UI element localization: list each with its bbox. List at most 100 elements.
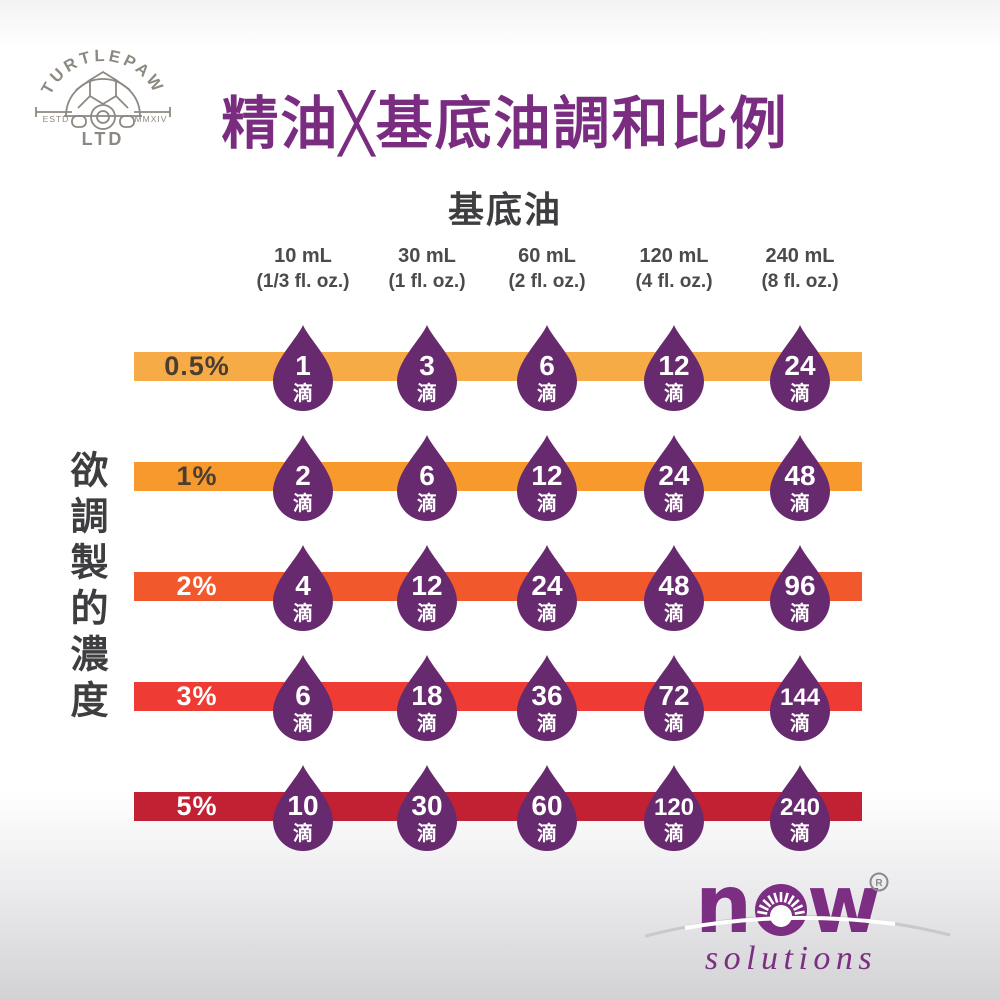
column-volume: 30 mL [398,245,456,267]
drop-icon: 120 滴 [642,763,706,853]
concentration-bar: 3% [134,682,862,711]
concentration-bar: 1% [134,462,862,491]
drop-unit: 滴 [537,711,557,735]
drop-count: 2 [295,460,311,491]
turtle-head-icon [90,104,116,130]
drop-icon: 24 滴 [642,433,706,523]
drop-count: 18 [411,680,442,711]
now-registered-mark: R [869,872,889,892]
drop-icon: 12 滴 [395,543,459,633]
turtlepaw-estd: ESTD [43,114,70,124]
column-header: 60 mL (2 fl. oz.) [508,244,585,294]
drop-icon: 30 滴 [395,763,459,853]
drop-unit: 滴 [293,821,313,845]
drop-unit: 滴 [417,381,437,405]
drop-unit: 滴 [293,381,313,405]
now-sun-icon [755,884,807,936]
drop-count: 12 [658,350,689,381]
drop-unit: 滴 [537,601,557,625]
drop-icon: 144 滴 [768,653,832,743]
drop-count: 96 [784,570,815,601]
drop-count: 24 [531,570,563,601]
now-solutions-text: solutions [705,940,877,977]
drop-count: 48 [784,460,815,491]
drop-icon: 12 滴 [515,433,579,523]
concentration-bar: 2% [134,572,862,601]
drop-unit: 滴 [790,601,810,625]
page-title: 精油╳基底油調和比例 [221,92,789,156]
drop-count: 30 [411,790,442,821]
drop-count: 144 [780,684,821,711]
drop-count: 60 [531,790,562,821]
drop-unit: 滴 [790,381,810,405]
concentration-label: 1% [176,461,218,491]
now-solutions-logo: now R solutions [645,866,951,977]
turtle-leg-icon [119,115,135,128]
drop-unit: 滴 [664,601,684,625]
drop-count: 3 [419,350,435,381]
drop-count: 1 [295,350,311,381]
drop-unit: 滴 [790,711,810,735]
drop-icon: 24 滴 [768,323,832,413]
concentration-label: 5% [176,791,218,821]
drop-unit: 滴 [293,601,313,625]
drop-unit: 滴 [664,821,684,845]
drop-unit: 滴 [417,821,437,845]
drop-unit: 滴 [537,381,557,405]
drop-unit: 滴 [790,821,810,845]
drop-unit: 滴 [664,711,684,735]
drop-unit: 滴 [664,381,684,405]
column-header: 10 mL (1/3 fl. oz.) [257,244,350,294]
drop-count: 12 [411,570,442,601]
drop-count: 6 [419,460,435,491]
drop-unit: 滴 [293,491,313,515]
drop-icon: 10 滴 [271,763,335,853]
column-floz: (1 fl. oz.) [388,271,466,292]
drop-icon: 18 滴 [395,653,459,743]
turtlepaw-logo: TURTLEPAW ESTD MMXIV LTD [35,47,171,149]
drop-count: 48 [658,570,689,601]
column-floz: (4 fl. oz.) [635,271,713,292]
concentration-bar: 5% [134,792,862,821]
drop-icon: 72 滴 [642,653,706,743]
drop-unit: 滴 [417,491,437,515]
drop-unit: 滴 [790,491,810,515]
drop-count: 36 [531,680,562,711]
column-volume: 240 mL [765,245,835,267]
drop-icon: 240 滴 [768,763,832,853]
drop-count: 12 [531,460,562,491]
turtlepaw-year: MMXIV [135,114,168,124]
drop-icon: 96 滴 [768,543,832,633]
svg-text:R: R [875,878,883,889]
concentration-bar: 0.5% [134,352,862,381]
drop-icon: 12 滴 [642,323,706,413]
drop-count: 6 [539,350,555,381]
drop-count: 4 [295,570,311,601]
concentration-axis-label: 欲調製的濃度 [64,450,106,726]
drop-count: 6 [295,680,311,711]
column-header: 240 mL (8 fl. oz.) [761,244,838,294]
drop-unit: 滴 [417,601,437,625]
swoosh-highlight-icon [684,915,896,930]
column-header: 120 mL (4 fl. oz.) [635,244,712,294]
turtle-leg-icon [71,115,87,128]
drop-unit: 滴 [537,491,557,515]
drop-count: 240 [780,794,820,821]
drop-unit: 滴 [293,711,313,735]
drop-count: 24 [784,350,816,381]
carrier-oil-label: 基底油 [447,189,562,230]
drop-icon: 36 滴 [515,653,579,743]
drop-icon: 48 滴 [642,543,706,633]
drop-unit: 滴 [537,821,557,845]
drop-icon: 60 滴 [515,763,579,853]
column-volume: 120 mL [639,245,709,267]
column-header: 30 mL (1 fl. oz.) [388,244,465,294]
